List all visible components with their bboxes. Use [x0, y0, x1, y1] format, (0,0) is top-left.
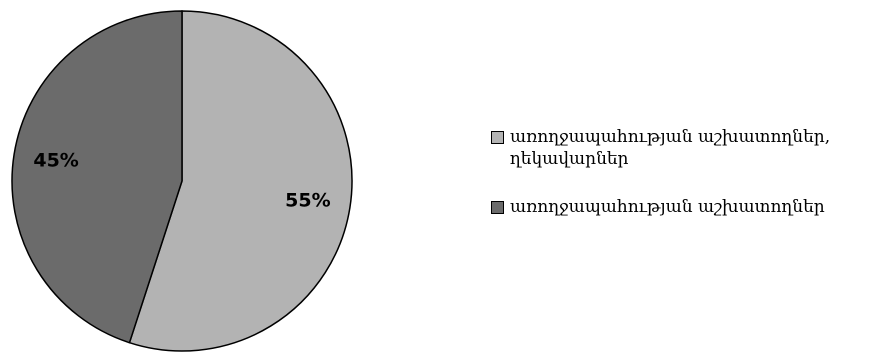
legend-item: առողջապահության աշխատողներ, ղեկավարներ	[491, 126, 891, 170]
legend-swatch	[491, 201, 504, 214]
legend-item: առողջապահության աշխատողներ	[491, 196, 891, 218]
slice-data-label: 45%	[33, 150, 78, 172]
legend-label: առողջապահության աշխատողներ	[510, 197, 825, 217]
slice-data-label: 55%	[285, 189, 330, 211]
legend-label: առողջապահության աշխատողներ, ղեկավարներ	[510, 127, 831, 169]
pie-slice	[128, 10, 353, 352]
chart-legend: առողջապահության աշխատողներ, ղեկավարներ ա…	[491, 126, 891, 218]
legend-swatch	[491, 131, 504, 144]
pie-slice	[11, 10, 183, 344]
